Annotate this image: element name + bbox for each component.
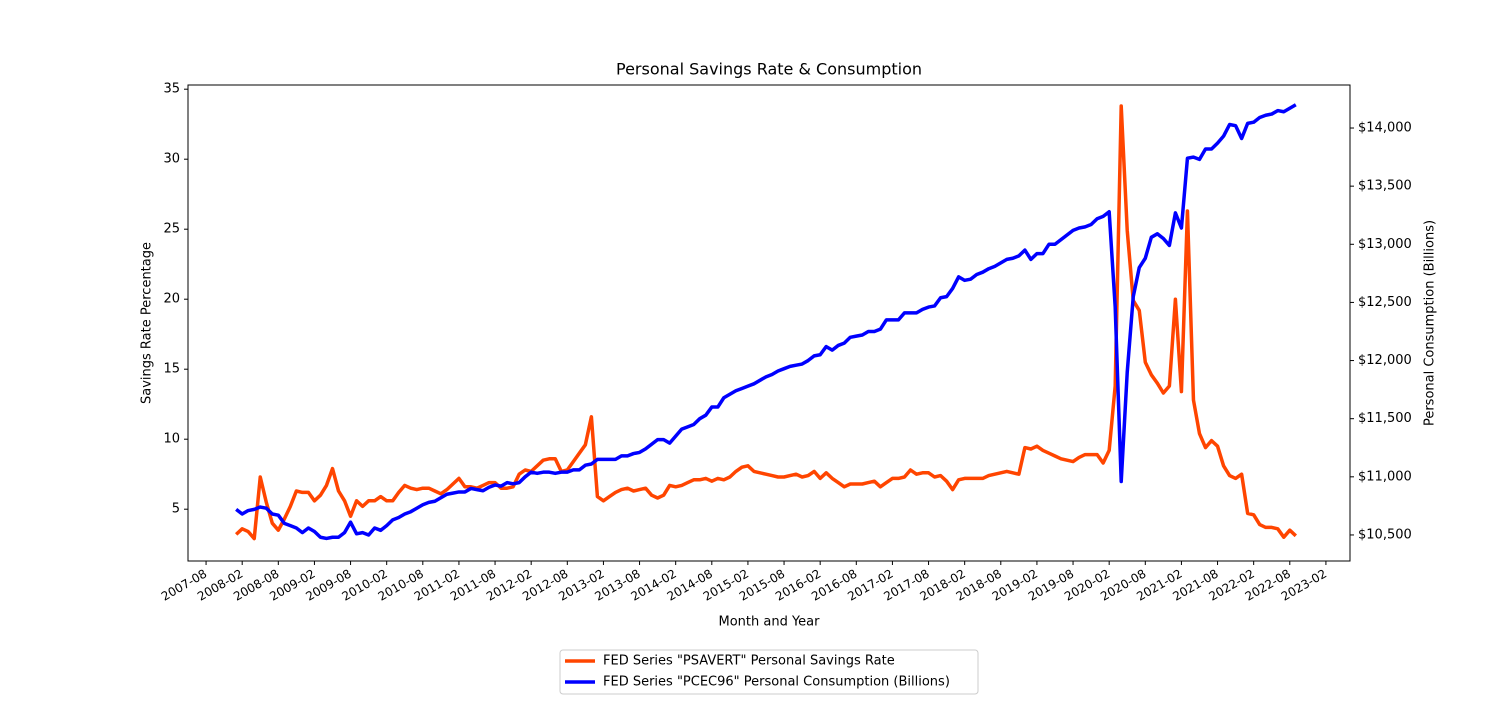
legend-label: FED Series "PSAVERT" Personal Savings Ra… — [603, 654, 895, 669]
y2-tick-label: $13,000 — [1358, 237, 1412, 252]
x-axis-label: Month and Year — [719, 615, 821, 630]
y-tick-label: 15 — [163, 362, 180, 377]
y-tick-label: 20 — [163, 292, 180, 307]
y-tick-label: 30 — [163, 152, 180, 167]
legend-label: FED Series "PCEC96" Personal Consumption… — [603, 675, 950, 690]
y2-tick-label: $10,500 — [1358, 527, 1412, 542]
y-tick-label: 5 — [172, 502, 180, 517]
y2-tick-label: $12,000 — [1358, 353, 1412, 368]
y-axis-label: Savings Rate Percentage — [140, 242, 155, 404]
y2-axis-label: Personal Consumption (Billions) — [1423, 220, 1438, 426]
plot-frame — [187, 84, 1351, 562]
y2-tick-label: $14,000 — [1358, 121, 1412, 136]
y2-tick-label: $11,000 — [1358, 469, 1412, 484]
y2-tick-label: $13,500 — [1358, 179, 1412, 194]
legend-box — [559, 649, 979, 695]
y2-tick-label: $12,500 — [1358, 295, 1412, 310]
y2-tick-label: $11,500 — [1358, 411, 1412, 426]
chart-title: Personal Savings Rate & Consumption — [616, 60, 922, 79]
y-tick-label: 25 — [163, 222, 180, 237]
y-tick-label: 10 — [163, 432, 180, 447]
y-tick-label: 35 — [163, 82, 180, 97]
data-line — [235, 103, 1297, 541]
data-line — [234, 104, 1298, 541]
